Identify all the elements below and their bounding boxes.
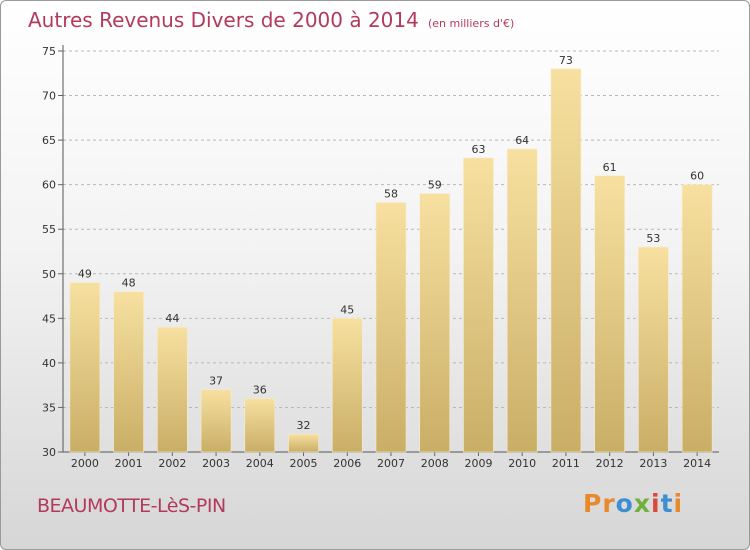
bar-2013 <box>638 246 669 453</box>
x-tick-label-2012: 2012 <box>596 457 624 470</box>
y-tick-label: 65 <box>42 134 56 147</box>
logo-letter: i <box>673 489 684 518</box>
x-tick-label-2011: 2011 <box>552 457 580 470</box>
value-label-2006: 45 <box>340 303 354 316</box>
bar-2010 <box>506 148 538 453</box>
value-labels: 49 48 44 37 36 32 45 58 59 63 64 73 61 53 60 <box>78 54 704 432</box>
value-label-2009: 63 <box>471 143 485 156</box>
logo-letter: P <box>583 489 603 518</box>
value-label-2008: 59 <box>428 179 442 192</box>
y-tick-label: 35 <box>42 401 56 414</box>
y-tick-label: 60 <box>42 179 56 192</box>
y-tick-label: 75 <box>42 45 56 58</box>
x-tick-label-2014: 2014 <box>683 457 711 470</box>
logo-letter: i <box>651 489 661 518</box>
bar-2011 <box>550 68 582 453</box>
x-tick-label-2013: 2013 <box>639 457 667 470</box>
chart-title-block: Autres Revenus Divers de 2000 à 2014 (en… <box>28 8 514 32</box>
x-tick-label-2004: 2004 <box>246 457 274 470</box>
value-label-2011: 73 <box>559 54 573 67</box>
bar-2003 <box>200 389 232 453</box>
value-label-2005: 32 <box>297 419 311 432</box>
x-tick-label-2009: 2009 <box>464 457 492 470</box>
x-tick-label-2008: 2008 <box>421 457 449 470</box>
value-label-2013: 53 <box>646 232 660 245</box>
x-tick-label-2002: 2002 <box>158 457 186 470</box>
value-label-2010: 64 <box>515 134 529 147</box>
bar-2007 <box>375 202 407 453</box>
logo-letter: r <box>602 489 616 518</box>
bar-2006 <box>331 318 363 453</box>
logo-letter: o <box>615 489 634 518</box>
logo-letter: x <box>633 489 651 518</box>
logo-letter: t <box>660 489 674 518</box>
value-label-2004: 36 <box>253 384 267 397</box>
value-label-2014: 60 <box>690 170 704 183</box>
city-name: BEAUMOTTE-LèS-PIN <box>37 495 226 517</box>
y-tick-label: 50 <box>42 268 56 281</box>
chart-title: Autres Revenus Divers de 2000 à 2014 <box>28 8 419 32</box>
chart-subtitle: (en milliers d'€) <box>427 17 515 30</box>
x-tick-label-2007: 2007 <box>377 457 405 470</box>
bar-2012 <box>594 175 625 453</box>
bar-2009 <box>463 157 494 453</box>
bar-2002 <box>157 326 188 453</box>
bar-2014 <box>681 184 713 453</box>
x-tick-label-2006: 2006 <box>333 457 361 470</box>
y-tick-label: 45 <box>42 312 56 325</box>
value-label-2000: 49 <box>78 268 92 281</box>
bar-2001 <box>113 291 144 453</box>
bar-2000 <box>69 282 101 453</box>
bars <box>69 68 713 453</box>
x-tick-label-2003: 2003 <box>202 457 230 470</box>
proxiti-logo[interactable]: Proxiti <box>583 489 683 518</box>
x-tick-label-2001: 2001 <box>115 457 143 470</box>
x-tick-label-2000: 2000 <box>71 457 99 470</box>
y-tick-label: 70 <box>42 90 56 103</box>
value-label-2003: 37 <box>209 375 223 388</box>
value-label-2007: 58 <box>384 187 398 200</box>
x-tick-label-2005: 2005 <box>290 457 318 470</box>
x-tick-label-2010: 2010 <box>508 457 536 470</box>
y-tick-label: 55 <box>42 223 56 236</box>
y-tick-label: 30 <box>42 446 56 459</box>
value-label-2001: 48 <box>122 277 136 290</box>
bar-2008 <box>419 193 451 453</box>
bar-2004 <box>244 398 276 453</box>
value-label-2012: 61 <box>603 161 617 174</box>
bar-2005 <box>288 433 319 453</box>
y-tick-label: 40 <box>42 357 56 370</box>
value-label-2002: 44 <box>165 312 179 325</box>
